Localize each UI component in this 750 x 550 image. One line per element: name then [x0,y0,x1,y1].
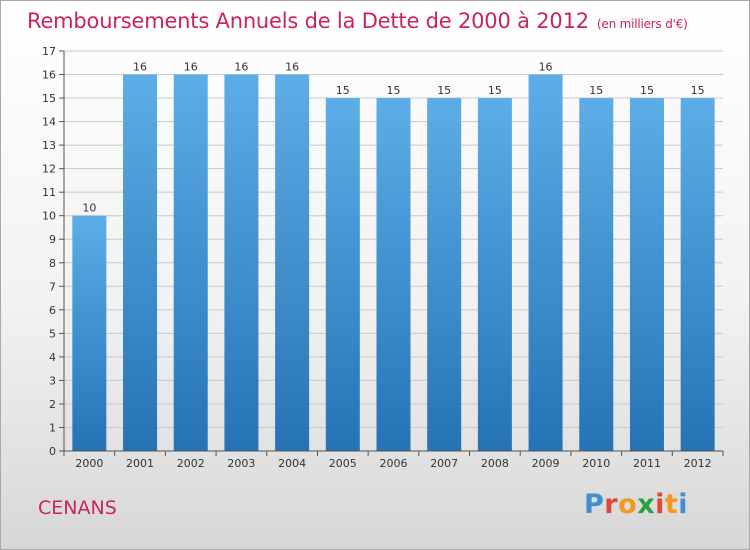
x-tick-label-2011: 2011 [633,457,661,470]
brand-letter: i [678,489,689,520]
y-tick-label: 13 [42,139,56,152]
bar-2003 [224,74,259,451]
brand-letter: t [664,489,679,520]
x-tick-label-2003: 2003 [227,457,255,470]
bar-2011 [629,98,664,451]
bar-2004 [275,74,310,451]
labels: 0123456789101112131415161710200016200116… [42,45,712,470]
commune-name: CENANS [38,497,117,519]
brand-letter: i [655,489,665,520]
y-tick-label: 5 [49,327,56,340]
y-tick-label: 14 [42,116,56,129]
value-label-2011: 15 [640,84,654,97]
bars [72,74,715,451]
value-label-2000: 10 [82,202,96,215]
x-tick-label-2005: 2005 [329,457,357,470]
chart-title: Remboursements Annuels de la Dette de 20… [27,9,688,33]
y-tick-label: 3 [49,374,56,387]
value-label-2008: 15 [488,84,502,97]
brand-letter: r [604,489,619,520]
value-label-2005: 15 [336,84,350,97]
value-label-2004: 16 [285,61,299,74]
brand-logo: Proxiti [584,489,688,520]
bar-2012 [680,98,715,451]
y-tick-label: 11 [42,186,56,199]
value-label-2009: 16 [539,61,553,74]
bar-2000 [72,215,107,451]
x-tick-label-2010: 2010 [582,457,610,470]
value-label-2010: 15 [589,84,603,97]
y-tick-label: 16 [42,69,56,82]
x-tick-label-2001: 2001 [126,457,154,470]
x-tick-label-2008: 2008 [481,457,509,470]
y-tick-label: 7 [49,280,56,293]
y-tick-label: 1 [49,421,56,434]
bar-2005 [325,98,360,451]
x-tick-label-2006: 2006 [380,457,408,470]
bar-2010 [579,98,614,451]
brand-letter: o [618,489,638,520]
x-tick-label-2007: 2007 [430,457,458,470]
x-tick-label-2012: 2012 [684,457,712,470]
y-tick-label: 17 [42,45,56,58]
value-label-2007: 15 [437,84,451,97]
y-tick-label: 0 [49,445,56,458]
bar-2009 [528,74,563,451]
bar-2002 [173,74,208,451]
chart-unit: (en milliers d'€) [596,17,688,31]
brand-letter: P [584,489,605,520]
y-tick-label: 9 [49,233,56,246]
bar-2006 [376,98,411,451]
x-tick-label-2002: 2002 [177,457,205,470]
y-tick-label: 6 [49,304,56,317]
chart-title-text: Remboursements Annuels de la Dette de 20… [27,9,589,33]
x-tick-label-2004: 2004 [278,457,306,470]
y-tick-label: 12 [42,163,56,176]
bar-2008 [477,98,512,451]
y-tick-label: 10 [42,210,56,223]
bar-2001 [123,74,158,451]
x-tick-label-2009: 2009 [532,457,560,470]
value-label-2002: 16 [184,61,198,74]
y-tick-label: 15 [42,92,56,105]
value-label-2006: 15 [387,84,401,97]
value-label-2003: 16 [234,61,248,74]
y-tick-label: 2 [49,398,56,411]
bar-2007 [427,98,462,451]
x-tick-label-2000: 2000 [75,457,103,470]
y-tick-label: 4 [49,351,56,364]
axes [59,50,724,456]
value-label-2012: 15 [691,84,705,97]
brand-letter: x [637,489,656,520]
y-tick-label: 8 [49,257,56,270]
value-label-2001: 16 [133,61,147,74]
